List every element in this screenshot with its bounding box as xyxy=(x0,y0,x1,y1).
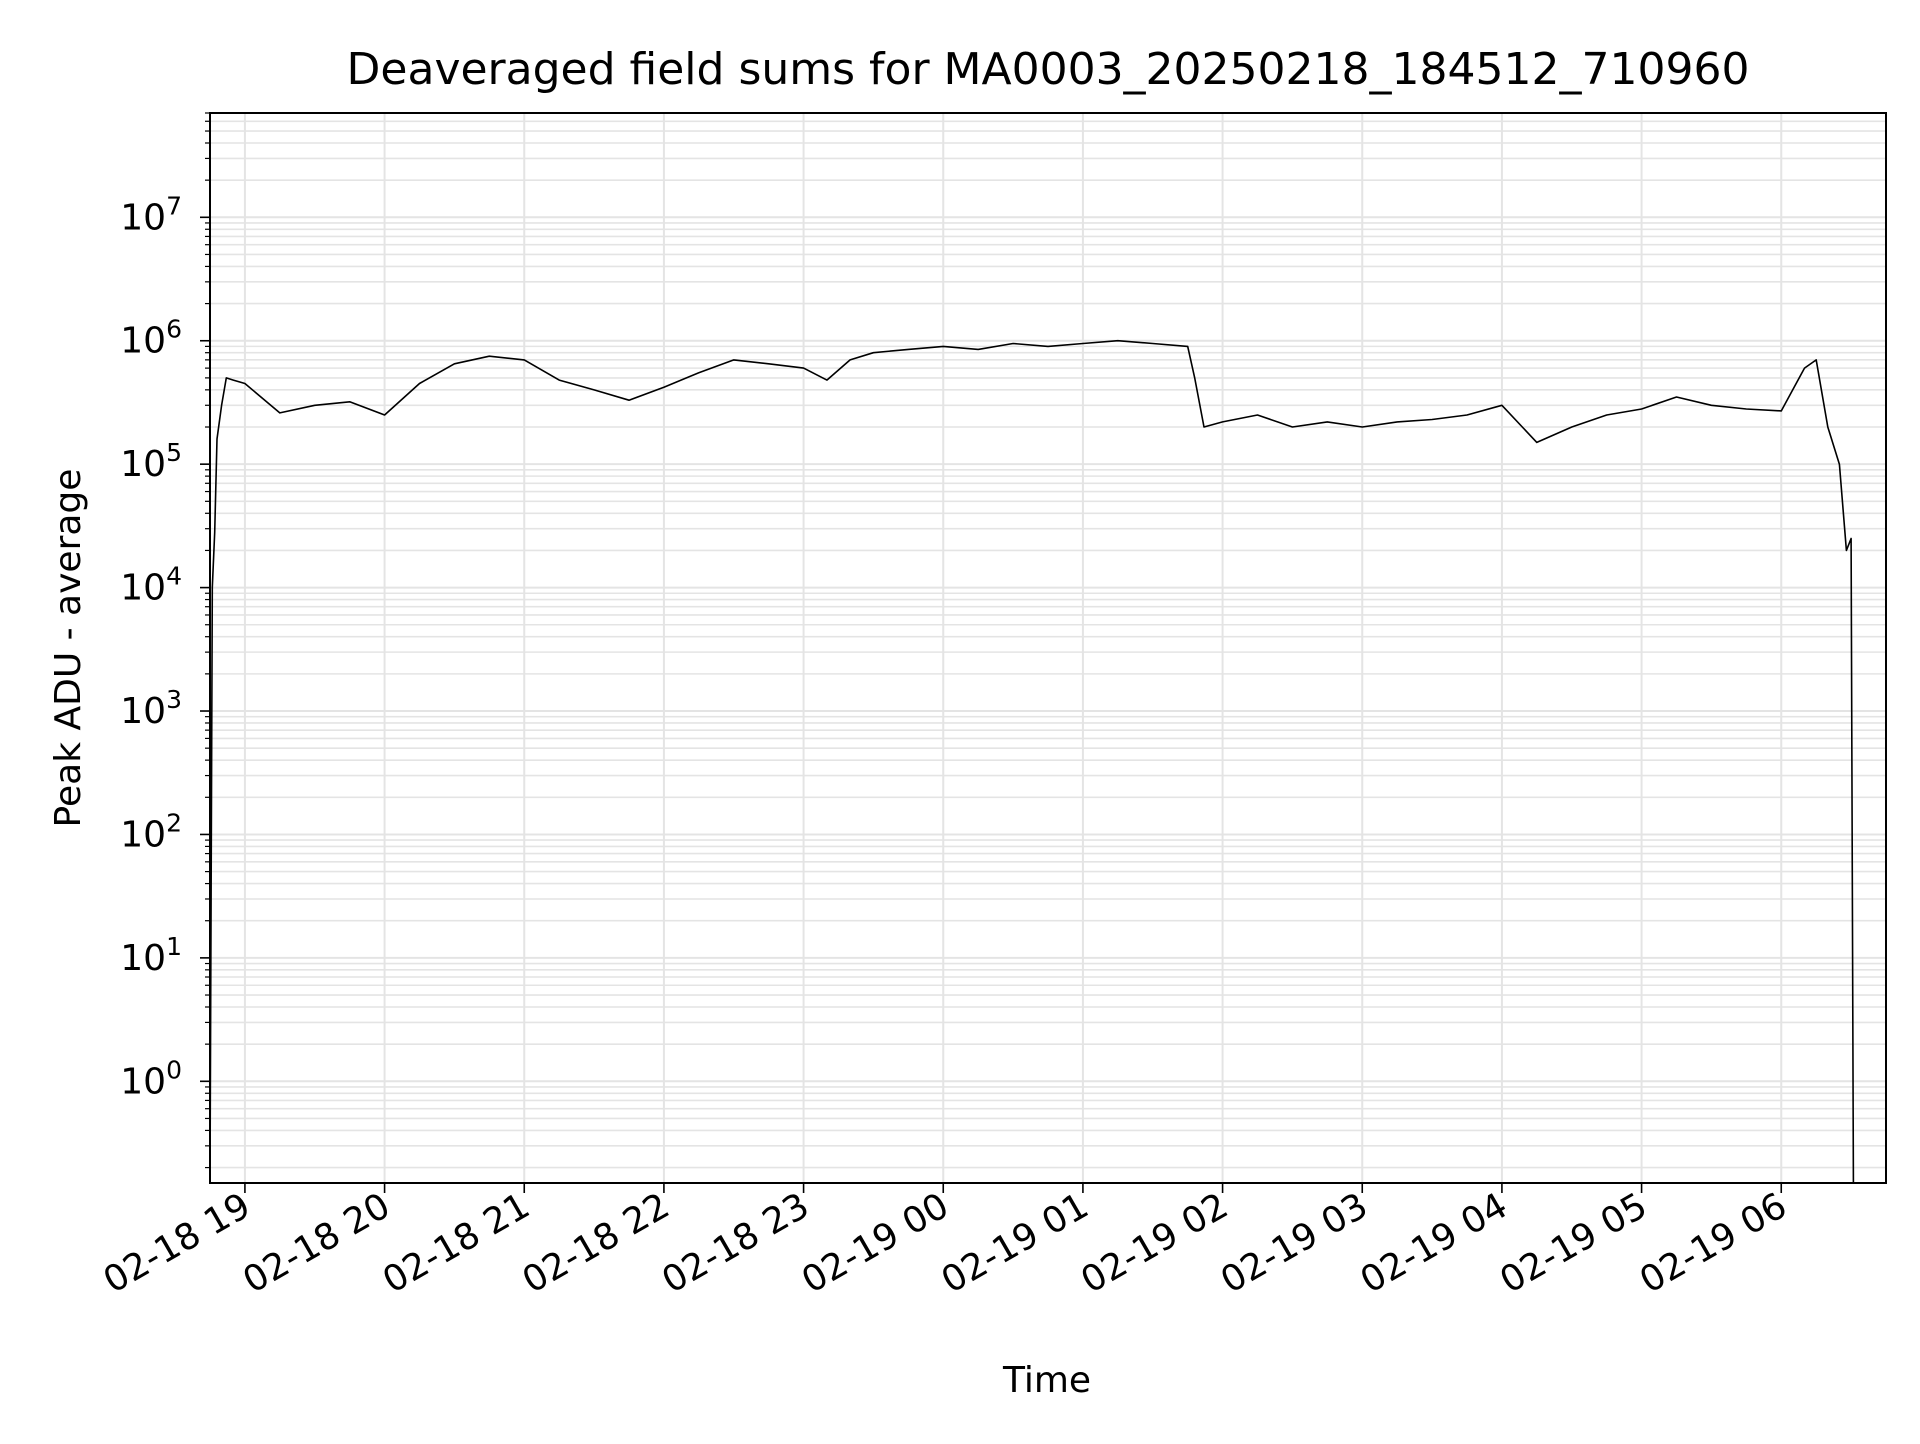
y-tick-label: 100 xyxy=(120,1055,182,1102)
y-tick-label: 104 xyxy=(120,562,182,609)
y-tick-label: 105 xyxy=(120,438,182,485)
x-tick-label: 02-18 22 xyxy=(516,1185,677,1301)
y-axis-label: Peak ADU - average xyxy=(48,469,89,828)
y-tick-label: 103 xyxy=(120,685,182,732)
x-tick-label: 02-18 20 xyxy=(236,1185,397,1301)
y-tick-label: 106 xyxy=(120,315,182,362)
x-tick-label: 02-18 19 xyxy=(97,1185,258,1301)
series-layer xyxy=(209,339,1855,1184)
x-tick-label: 02-19 00 xyxy=(795,1185,956,1301)
labels: Deaveraged field sums for MA0003_2025021… xyxy=(48,44,1749,1401)
chart-title: Deaveraged field sums for MA0003_2025021… xyxy=(347,44,1750,95)
x-tick-label: 02-19 03 xyxy=(1214,1185,1375,1301)
x-tick-label: 02-19 02 xyxy=(1074,1185,1235,1301)
x-tick-label: 02-18 21 xyxy=(376,1185,537,1301)
x-tick-label: 02-18 23 xyxy=(655,1185,816,1301)
grid xyxy=(210,112,1886,1183)
y-tick-label: 107 xyxy=(120,191,182,238)
x-tick-label: 02-19 01 xyxy=(935,1185,1096,1301)
x-tick-label: 02-19 04 xyxy=(1354,1185,1515,1301)
x-axis-label: Time xyxy=(1002,1360,1091,1401)
plot-frame xyxy=(209,112,1887,1184)
x-tick-label: 02-19 05 xyxy=(1493,1185,1654,1301)
x-tick-label: 02-19 06 xyxy=(1633,1185,1794,1301)
y-tick-label: 102 xyxy=(120,808,182,855)
series-line xyxy=(209,339,1855,1184)
y-tick-label: 101 xyxy=(120,932,182,979)
